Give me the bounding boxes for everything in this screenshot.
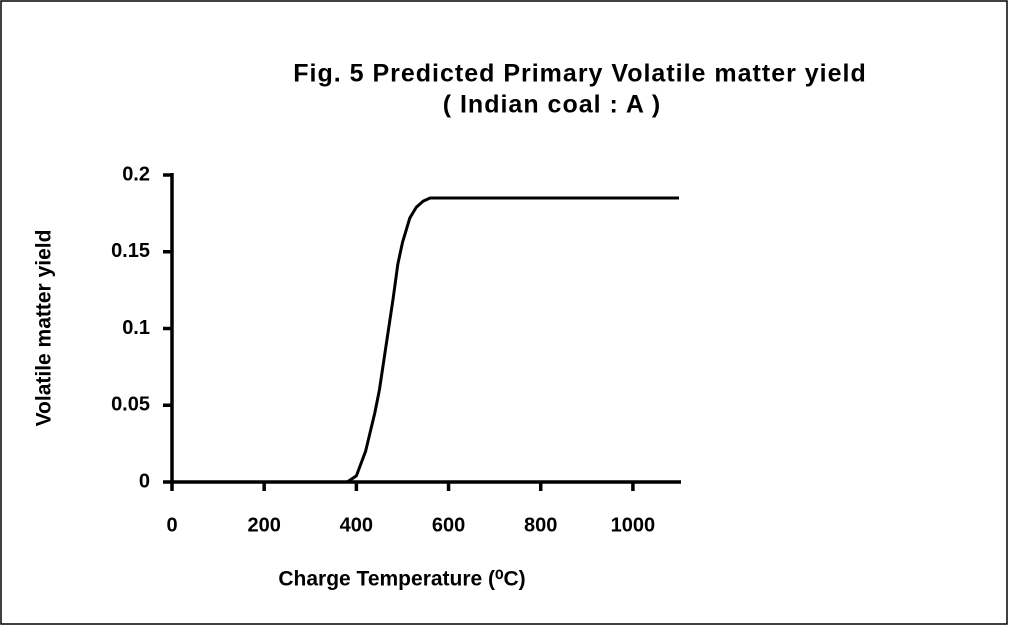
- x-tick-label: 600: [432, 514, 465, 536]
- y-tick-label: 0: [139, 470, 150, 492]
- y-axis-label: Volatile matter yield: [33, 230, 56, 427]
- x-axis-label: Charge Temperature (⁰C): [278, 568, 525, 591]
- chart-subtitle: ( Indian coal : A ): [443, 91, 662, 119]
- y-tick-label: 0.2: [122, 163, 150, 185]
- x-tick-label: 1000: [611, 514, 656, 536]
- x-tick-label: 800: [524, 514, 557, 536]
- y-tick-label: 0.1: [122, 317, 150, 339]
- y-tick-label: 0.05: [111, 394, 150, 416]
- x-tick-label: 400: [340, 514, 373, 536]
- chart-title: Fig. 5 Predicted Primary Volatile matter…: [293, 60, 867, 88]
- x-tick-label: 200: [247, 514, 280, 536]
- x-tick-label: 0: [166, 514, 177, 536]
- data-line: [172, 196, 679, 484]
- y-tick-label: 0.15: [111, 240, 150, 262]
